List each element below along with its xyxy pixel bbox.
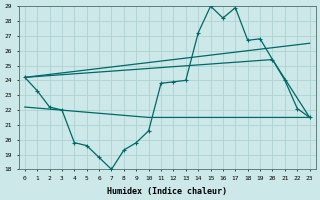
X-axis label: Humidex (Indice chaleur): Humidex (Indice chaleur) [107,187,227,196]
